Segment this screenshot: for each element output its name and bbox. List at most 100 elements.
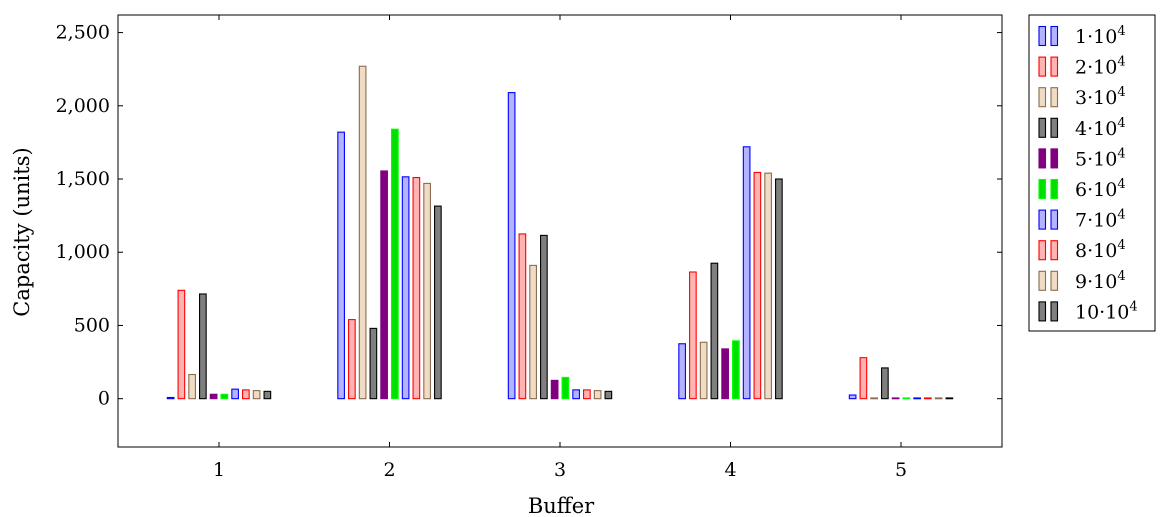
legend-entry-9: 9·104	[1038, 269, 1126, 293]
bar-series9-cat5	[934, 397, 943, 400]
y-tick-label: 1,500	[56, 168, 110, 190]
bar-series7-cat4	[742, 146, 751, 400]
legend-swatch	[1038, 178, 1047, 200]
bar-series2-cat5	[859, 357, 868, 400]
legend-swatch	[1050, 270, 1059, 291]
bar-series10-cat1	[263, 390, 272, 400]
y-tick-label: 2,500	[56, 22, 110, 44]
bar-series8-cat3	[583, 389, 591, 400]
bar-series9-cat4	[764, 172, 772, 400]
legend-entry-3: 3·104	[1038, 85, 1126, 109]
bar-series3-cat2	[358, 65, 367, 400]
bar-series3-cat4	[699, 341, 708, 400]
legend-entry-1: 1·104	[1038, 24, 1126, 48]
plot-frame	[117, 14, 1003, 448]
bar-series10-cat4	[775, 178, 783, 400]
legend-swatch	[1050, 25, 1059, 47]
bar-series2-cat3	[518, 233, 527, 400]
bar-series10-cat5	[945, 397, 954, 400]
x-tick-label: 1	[213, 459, 225, 481]
y-tick-label: 0	[98, 388, 110, 410]
bar-series5-cat4	[721, 348, 729, 400]
y-axis-title: Capacity (units)	[10, 147, 34, 316]
bar-series1-cat5	[848, 394, 857, 400]
bar-series1-cat4	[678, 343, 686, 400]
series-2	[177, 233, 868, 400]
bar-series3-cat5	[870, 397, 878, 400]
legend-swatch	[1050, 56, 1059, 77]
bar-series3-cat3	[529, 264, 537, 400]
legend-swatch	[1038, 240, 1047, 261]
bar-series6-cat3	[561, 376, 570, 400]
series-6	[220, 128, 911, 400]
x-axis-title: Buffer	[528, 494, 595, 517]
legend-swatch	[1038, 148, 1047, 169]
legend-label: 5·104	[1075, 146, 1126, 170]
series-5	[209, 170, 900, 400]
bar-series4-cat5	[881, 367, 889, 400]
bar-series9-cat3	[593, 390, 602, 400]
bar-series8-cat1	[242, 389, 250, 400]
bar-series1-cat3	[507, 92, 516, 400]
legend-swatch	[1038, 87, 1047, 108]
bar-series10-cat2	[434, 205, 442, 400]
legend: 1·104 2·104 3·104 4·104 5·104 6·104 7·104 8·104…	[1028, 14, 1156, 332]
legend-entry-4: 4·104	[1038, 116, 1126, 140]
legend-label: 6·104	[1075, 177, 1126, 201]
legend-swatch	[1050, 87, 1059, 108]
legend-label: 1·104	[1075, 24, 1126, 48]
bar-series2-cat1	[177, 289, 186, 400]
legend-swatch	[1050, 148, 1059, 169]
bar-series9-cat1	[252, 390, 261, 400]
legend-swatch	[1038, 270, 1047, 291]
legend-swatch	[1038, 25, 1047, 47]
x-tick-label: 5	[895, 459, 907, 481]
x-tick-label: 2	[383, 459, 395, 481]
bar-series6-cat5	[902, 397, 911, 400]
series-10	[263, 178, 954, 400]
legend-entry-6: 6·104	[1038, 177, 1126, 201]
legend-entry-2: 2·104	[1038, 55, 1126, 79]
legend-swatch	[1050, 117, 1059, 138]
series-4	[199, 234, 889, 400]
bar-series6-cat4	[732, 340, 740, 400]
legend-label: 7·104	[1075, 208, 1126, 232]
bar-series5-cat5	[891, 397, 900, 400]
series-1	[166, 92, 857, 400]
series-9	[252, 172, 943, 400]
legend-label: 8·104	[1075, 238, 1126, 262]
legend-entry-8: 8·104	[1038, 238, 1126, 262]
legend-swatch	[1038, 56, 1047, 77]
legend-label: 10·104	[1075, 299, 1138, 323]
bar-series8-cat5	[924, 397, 932, 400]
series-3	[188, 65, 878, 400]
bar-series5-cat2	[380, 170, 388, 400]
legend-swatch	[1038, 301, 1047, 322]
bar-series10-cat3	[604, 390, 613, 400]
bar-series8-cat2	[412, 177, 421, 400]
bar-series2-cat2	[348, 319, 356, 400]
bar-series2-cat4	[689, 271, 697, 400]
bar-series9-cat2	[423, 182, 431, 400]
bar-series4-cat2	[369, 327, 378, 400]
bar-series5-cat1	[209, 393, 218, 400]
y-tick-label: 2,000	[56, 95, 110, 117]
series-8	[242, 171, 932, 400]
legend-swatch	[1050, 301, 1059, 322]
legend-entry-7: 7·104	[1038, 208, 1126, 232]
bar-series3-cat1	[188, 373, 196, 400]
legend-swatch	[1050, 209, 1059, 230]
plot-area	[117, 14, 1003, 448]
legend-swatch	[1038, 117, 1047, 138]
x-tick-label: 3	[554, 459, 566, 481]
bar-series4-cat1	[199, 293, 207, 400]
bar-series7-cat5	[913, 397, 921, 400]
series-7	[231, 146, 921, 400]
x-axis: 1 2 3 4 5	[213, 15, 907, 481]
y-axis: 0 500 1,000 1,500 2,000 2,500	[56, 22, 1002, 410]
bar-series5-cat3	[550, 379, 559, 400]
legend-swatch	[1050, 178, 1059, 200]
bar-series6-cat2	[391, 128, 399, 400]
x-tick-label: 4	[724, 459, 736, 481]
